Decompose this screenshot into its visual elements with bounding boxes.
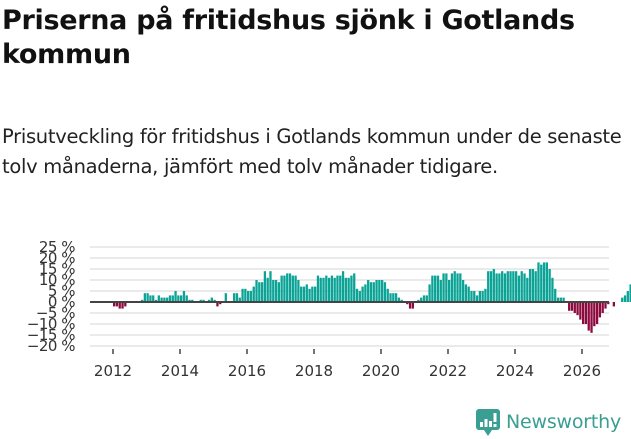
svg-text:2016: 2016 [228, 362, 266, 380]
svg-text:2026: 2026 [563, 362, 601, 380]
chart-canvas: 25 %20 %15 %10 %5 %0 %−5 %−10 %−15 %−20 … [27, 238, 631, 380]
svg-text:−5 %: −5 % [36, 304, 75, 322]
svg-text:5 %: 5 % [48, 282, 75, 300]
bar-chart: 25 % 20 % 15 % 10 % 5 % 0 % −5 % −10 % −15 % −20 … [0, 236, 631, 386]
svg-text:−10 %: −10 % [27, 315, 75, 333]
bars [113, 262, 631, 333]
y-axis-labels: 25 %20 %15 %10 %5 %0 %−5 %−10 %−15 %−20 … [27, 238, 76, 355]
svg-text:2014: 2014 [161, 362, 199, 380]
chart-subtitle: Prisutveckling för fritidshus i Gotlands… [2, 125, 622, 178]
chart-title: Priserna på fritidshus sjönk i Gotlands … [2, 5, 575, 70]
svg-text:2024: 2024 [496, 362, 534, 380]
svg-text:2020: 2020 [362, 362, 400, 380]
svg-text:2018: 2018 [295, 362, 333, 380]
svg-text:−15 %: −15 % [27, 326, 75, 344]
brand-name: Newsworthy [506, 411, 622, 433]
svg-text:2012: 2012 [94, 362, 132, 380]
x-axis: 2012 2014 2016 2018 2020 2022 2024 2026 [94, 349, 601, 380]
svg-text:25 %: 25 % [39, 238, 75, 256]
svg-text:10 %: 10 % [39, 271, 75, 289]
svg-text:0 %: 0 % [48, 293, 75, 311]
svg-text:−20 %: −20 % [27, 337, 75, 355]
svg-text:15 %: 15 % [39, 260, 75, 278]
svg-text:20 %: 20 % [39, 249, 75, 267]
svg-text:2022: 2022 [429, 362, 467, 380]
newsworthy-logo: Newsworthy [476, 408, 622, 436]
bar-chart-speech-bubble-icon [476, 408, 500, 436]
